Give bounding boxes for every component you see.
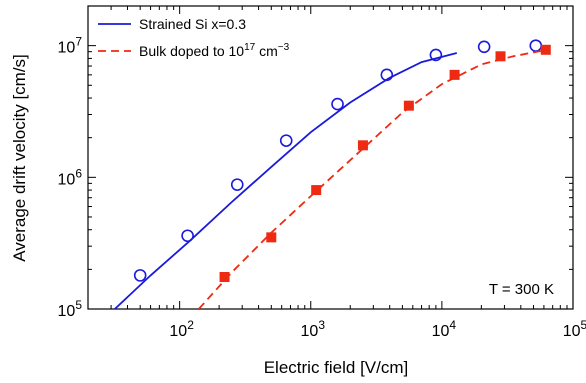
data-point-strained: [279, 134, 293, 147]
data-point-strained: [380, 68, 394, 82]
data-point-strained: [429, 48, 443, 62]
plot-frame-group: [87, 5, 574, 310]
data-point-bulk: [403, 100, 414, 111]
y-axis-label: Average drift velocity [cm/s]: [10, 54, 29, 262]
legend-label-strained: Strained Si x=0.3: [139, 16, 246, 32]
axis-group: 102 103 104 105 105 106 107: [58, 5, 586, 340]
x-tick-label: 105: [563, 318, 586, 340]
data-point-strained: [181, 229, 194, 243]
data-point-bulk: [357, 140, 368, 151]
data-point-bulk: [449, 69, 460, 80]
x-tick-label: 103: [301, 318, 326, 340]
data-point-strained: [331, 97, 344, 111]
x-axis-label: Electric field [V/cm]: [264, 358, 409, 377]
data-point-bulk: [266, 232, 277, 243]
data-point-bulk: [540, 44, 551, 55]
data-point-strained: [477, 40, 491, 54]
legend: Strained Si x=0.3 Bulk doped to 1017 cm−3: [98, 16, 290, 59]
data-point-bulk: [219, 271, 230, 282]
y-tick-label: 107: [58, 35, 83, 57]
data-point-strained: [230, 178, 244, 191]
data-point-bulk: [495, 51, 506, 62]
legend-label-bulk: Bulk doped to 1017 cm−3: [139, 42, 290, 59]
data-point-bulk: [311, 185, 322, 196]
y-tick-label: 105: [58, 298, 83, 320]
plot-frame: [87, 5, 574, 310]
x-tick-label: 102: [169, 318, 194, 340]
y-tick-label: 106: [58, 166, 83, 188]
series-group: [114, 39, 551, 309]
temperature-annotation: T = 300 K: [489, 281, 554, 298]
x-tick-label: 104: [432, 318, 457, 340]
data-point-strained: [529, 39, 543, 52]
series-line-strained: [114, 52, 458, 309]
data-point-strained: [133, 269, 147, 282]
